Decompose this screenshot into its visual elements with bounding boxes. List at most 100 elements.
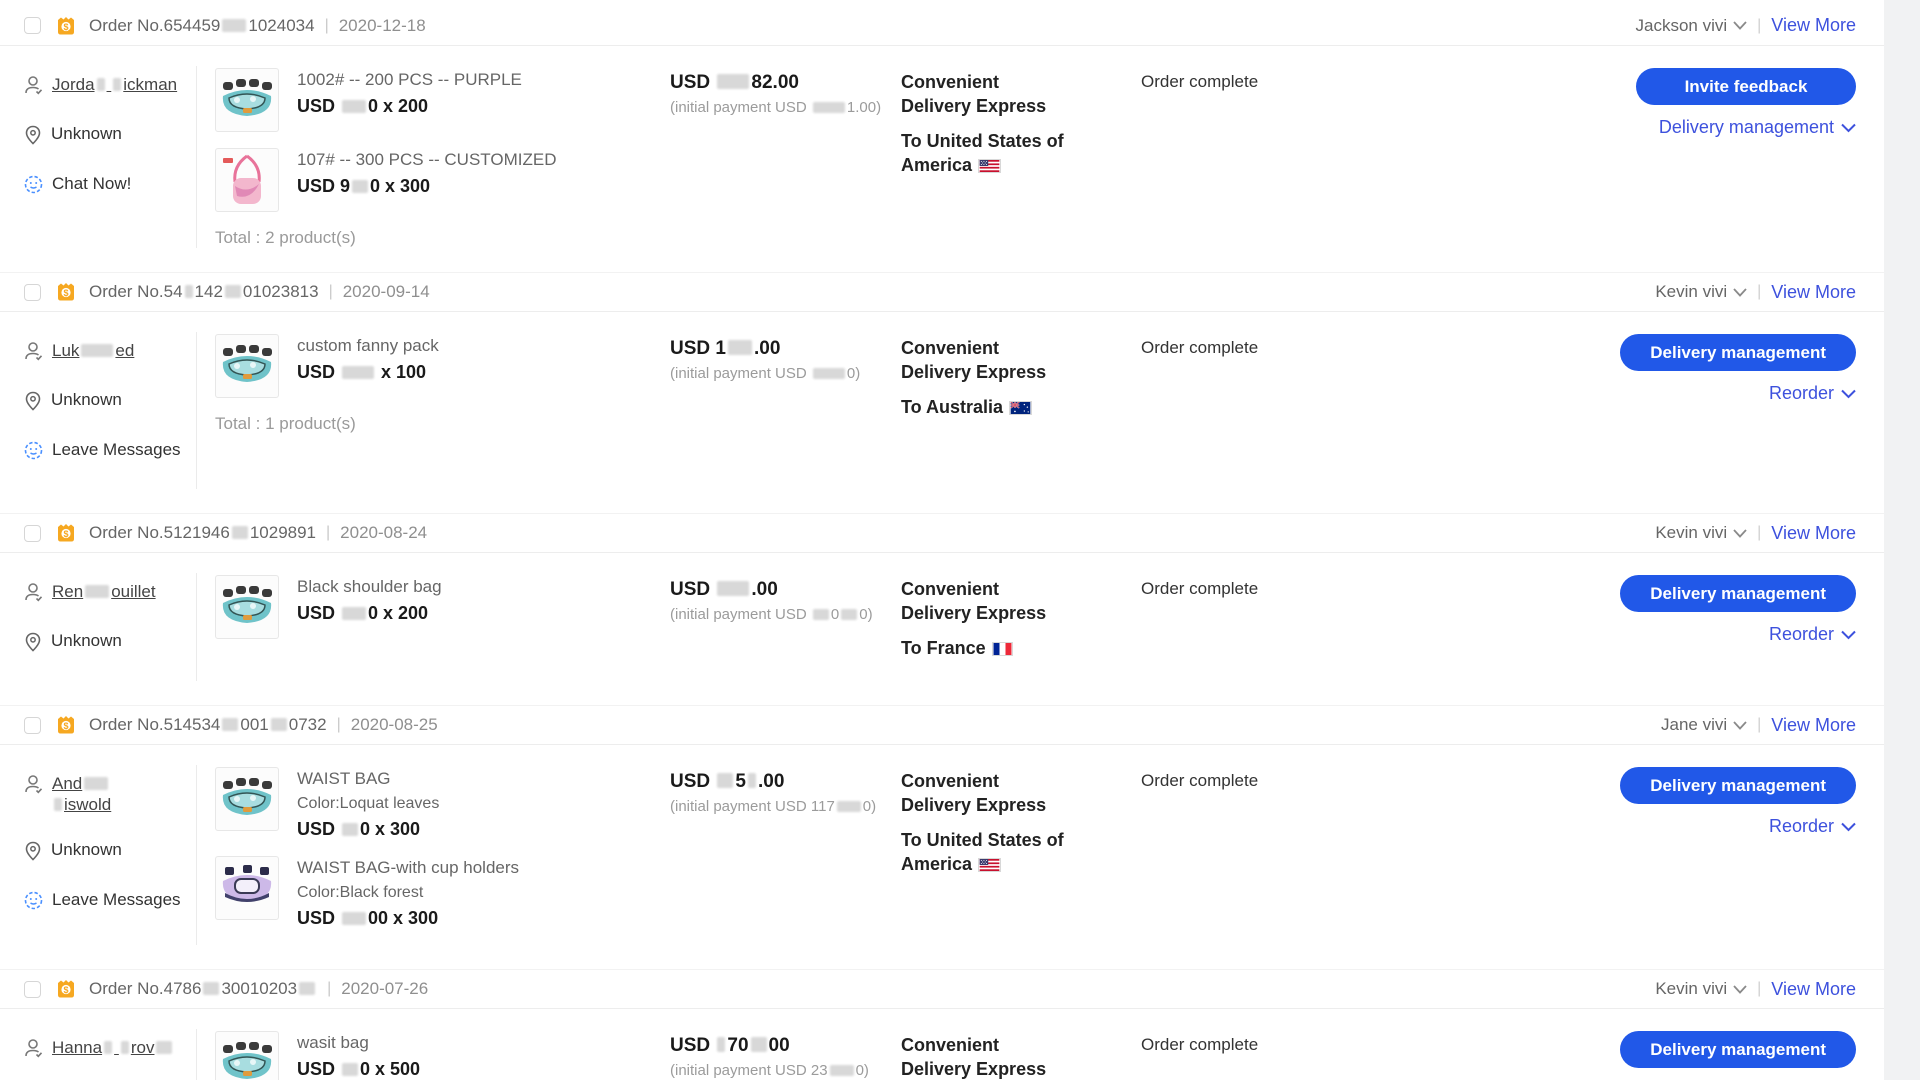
person-icon	[24, 1038, 43, 1063]
header-separator: |	[324, 16, 329, 34]
buyer-block: And iswold Unknown Leave Messages	[24, 765, 196, 945]
buyer-contact-action[interactable]: Leave Messages	[52, 440, 181, 459]
products-total: Total : 1 product(s)	[215, 414, 356, 433]
order-header: $ Order No.5121946 1029891 | 2020-08-24 K…	[0, 513, 1884, 553]
chevron-down-icon	[1733, 287, 1747, 297]
header-separator: |	[326, 524, 331, 541]
order-checkbox[interactable]	[24, 980, 41, 998]
view-more-link[interactable]: View More	[1771, 978, 1856, 999]
svg-text:$: $	[63, 288, 68, 298]
product-color: Color:Loquat leaves	[297, 795, 440, 812]
trade-assurance-icon: $	[55, 281, 77, 303]
product-image[interactable]	[215, 575, 279, 639]
chevron-down-icon	[1841, 822, 1856, 831]
order-checkbox[interactable]	[24, 524, 41, 542]
actions-block: Delivery management Reorder	[1356, 332, 1856, 489]
header-pipe: |	[1757, 716, 1762, 733]
delivery-destination: To France	[901, 637, 986, 658]
order-number: Order No.5121946 1029891	[89, 523, 317, 542]
header-separator: |	[336, 716, 341, 733]
delivery-destination: To United States of America	[901, 829, 1064, 874]
delivery-destination: To United States of America	[901, 130, 1064, 175]
product-price: USD 0 x 200	[297, 96, 429, 116]
product-list: WAIST BAG Color:Loquat leaves USD 0 x 30…	[196, 765, 656, 945]
contact-dropdown[interactable]: Jackson vivi	[1636, 16, 1748, 36]
view-more-link[interactable]: View More	[1771, 714, 1856, 735]
product-title[interactable]: 107# -- 300 PCS -- CUSTOMIZED	[297, 150, 557, 169]
delivery-method: Convenient Delivery Express	[901, 579, 1047, 624]
primary-action-button[interactable]: Delivery management	[1620, 334, 1856, 371]
product-title[interactable]: wasit bag	[297, 1033, 369, 1052]
order-checkbox[interactable]	[24, 716, 41, 734]
primary-action-button[interactable]: Delivery management	[1620, 767, 1856, 804]
product-title[interactable]: custom fanny pack	[297, 336, 439, 355]
payment-block: USD 82.00 (initial payment USD 1.00)	[656, 66, 901, 248]
order-section: $ Order No.54 142 01023813 | 2020-09-14 Ke…	[0, 266, 1884, 507]
payment-block: USD 1.00 (initial payment USD 0)	[656, 332, 901, 489]
buyer-name-link[interactable]: Ren ouillet	[52, 582, 156, 601]
product-title[interactable]: 1002# -- 200 PCS -- PURPLE	[297, 70, 522, 89]
secondary-action-link[interactable]: Reorder	[1769, 624, 1856, 645]
product-image[interactable]	[215, 148, 279, 212]
contact-name: Jackson vivi	[1635, 15, 1728, 35]
view-more-link[interactable]: View More	[1771, 15, 1856, 35]
primary-action-button[interactable]: Invite feedback	[1636, 68, 1856, 105]
product-image[interactable]	[215, 767, 279, 831]
order-checkbox[interactable]	[24, 283, 41, 301]
buyer-contact-action[interactable]: Leave Messages	[52, 889, 181, 909]
product-image[interactable]	[215, 68, 279, 132]
delivery-destination: To Australia	[901, 396, 1004, 417]
view-more-link[interactable]: View More	[1771, 522, 1856, 543]
secondary-action-link[interactable]: Reorder	[1769, 816, 1856, 837]
order-date: 2020-09-14	[342, 282, 430, 301]
buyer-name-link[interactable]: Hanna rov	[52, 1037, 174, 1058]
order-amount: USD 82.00	[670, 72, 799, 93]
buyer-contact-action[interactable]: Chat Now!	[52, 174, 132, 193]
primary-action-button[interactable]: Delivery management	[1620, 575, 1856, 612]
contact-dropdown[interactable]: Kevin vivi	[1655, 979, 1747, 999]
order-body: And iswold Unknown Leave Messages	[0, 745, 1884, 963]
order-header: $ Order No.54 142 01023813 | 2020-09-14 Ke…	[0, 272, 1884, 312]
order-number: Order No.514534 001 0732	[89, 715, 327, 734]
product-row: custom fanny pack USD x 100	[215, 334, 656, 398]
secondary-action-link[interactable]: Reorder	[1769, 383, 1856, 404]
contact-dropdown[interactable]: Jane vivi	[1661, 715, 1747, 735]
chevron-down-icon	[1733, 984, 1747, 994]
product-title[interactable]: WAIST BAG-with cup holders	[297, 858, 520, 877]
order-section: $ Order No.4786 30010203 | 2020-07-26 Kev…	[0, 963, 1884, 1080]
contact-name: Kevin vivi	[1655, 979, 1728, 998]
order-date: 2020-08-24	[340, 523, 428, 542]
buyer-block: Luk ed Unknown Leave Messages	[24, 332, 196, 489]
buyer-block: Hanna rov United States Chat Now!	[24, 1029, 196, 1080]
buyer-name-link[interactable]: Jorda ickman	[52, 75, 178, 94]
buyer-name-link[interactable]: And iswold	[52, 774, 112, 815]
delivery-block: Convenient Delivery Express To United St…	[901, 1029, 1141, 1080]
payment-block: USD .00 (initial payment USD 0 0)	[656, 573, 901, 681]
order-section: $ Order No.654459 1024034 | 2020-12-18 Ja…	[0, 0, 1884, 266]
contact-dropdown[interactable]: Kevin vivi	[1655, 282, 1747, 302]
product-image[interactable]	[215, 334, 279, 398]
product-title[interactable]: WAIST BAG	[297, 769, 391, 788]
view-more-link[interactable]: View More	[1771, 281, 1856, 302]
product-image[interactable]	[215, 1031, 279, 1080]
order-amount: USD 5.00	[670, 771, 785, 792]
order-header: $ Order No.654459 1024034 | 2020-12-18 Ja…	[0, 6, 1884, 46]
contact-name: Jane vivi	[1661, 715, 1728, 734]
product-image[interactable]	[215, 856, 279, 920]
product-title[interactable]: Black shoulder bag	[297, 577, 442, 596]
contact-dropdown[interactable]: Kevin vivi	[1655, 523, 1747, 543]
actions-block: Delivery management Reorder	[1356, 765, 1856, 945]
buyer-location: Unknown	[51, 124, 122, 143]
product-list: 1002# -- 200 PCS -- PURPLE USD 0 x 200 1…	[196, 66, 656, 248]
order-checkbox[interactable]	[24, 17, 41, 34]
secondary-action-link[interactable]: Delivery management	[1659, 117, 1856, 138]
primary-action-button[interactable]: Delivery management	[1620, 1031, 1856, 1068]
initial-payment: (initial payment USD 0)	[670, 365, 861, 382]
buyer-location: Unknown	[51, 390, 122, 409]
initial-payment: (initial payment USD 117 0)	[670, 798, 877, 815]
svg-text:$: $	[63, 985, 68, 995]
buyer-name-link[interactable]: Luk ed	[52, 341, 135, 360]
product-price: USD 00 x 300	[297, 908, 439, 928]
